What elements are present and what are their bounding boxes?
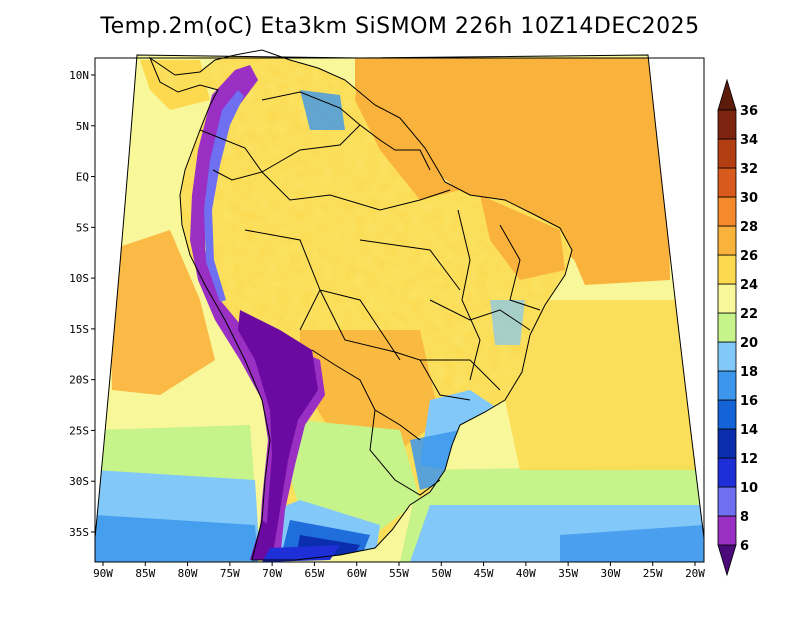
colorbar-segment — [718, 313, 736, 342]
latitude-axis: 10N 5N EQ 5S 10S 15S 20S 25S 30S 35S — [69, 69, 95, 539]
colorbar-label: 8 — [740, 510, 749, 525]
lat-tick-label: EQ — [76, 171, 89, 184]
lon-tick-label: 30W — [600, 567, 620, 580]
colorbar-label: 6 — [740, 539, 749, 554]
temperature-field — [90, 50, 710, 570]
lat-tick-label: 5S — [76, 221, 89, 234]
colorbar-label: 16 — [740, 394, 758, 409]
lon-tick-label: 90W — [93, 567, 113, 580]
lon-tick-label: 65W — [304, 567, 324, 580]
lat-tick-label: 25S — [69, 424, 89, 437]
colorbar-label: 20 — [740, 336, 758, 351]
colorbar-segment — [718, 400, 736, 429]
longitude-axis: 90W 85W 80W 75W 70W 65W 60W 55W 50W 45W 40W 35W 30W 2… — [93, 562, 705, 580]
colorbar-segment — [718, 255, 736, 284]
lon-tick-label: 40W — [516, 567, 536, 580]
lat-tick-label: 20S — [69, 374, 89, 387]
lon-tick-label: 85W — [135, 567, 155, 580]
colorbar-label: 30 — [740, 191, 758, 206]
colorbar-segment — [718, 342, 736, 371]
lon-tick-label: 25W — [643, 567, 663, 580]
land-highland-20 — [490, 300, 525, 345]
colorbar-label: 24 — [740, 278, 758, 293]
lon-tick-label: 80W — [178, 567, 198, 580]
colorbar-label: 18 — [740, 365, 758, 380]
colorbar-max-arrow — [718, 80, 736, 110]
colorbar-label: 28 — [740, 220, 758, 235]
colorbar-segment — [718, 168, 736, 197]
colorbar-label: 26 — [740, 249, 758, 264]
colorbar-label: 14 — [740, 423, 758, 438]
lat-tick-label: 5N — [76, 120, 89, 133]
colorbar-segment — [718, 429, 736, 458]
lat-tick-label: 30S — [69, 475, 89, 488]
lon-tick-label: 60W — [347, 567, 367, 580]
lat-tick-label: 10S — [69, 272, 89, 285]
lon-tick-label: 75W — [220, 567, 240, 580]
colorbar-label: 10 — [740, 481, 758, 496]
lat-tick-label: 35S — [69, 526, 89, 539]
colorbar-segment — [718, 284, 736, 313]
colorbar-label: 34 — [740, 133, 758, 148]
lat-tick-label: 15S — [69, 323, 89, 336]
colorbar-label: 32 — [740, 162, 758, 177]
lon-tick-label: 35W — [558, 567, 578, 580]
colorbar-segment — [718, 371, 736, 400]
colorbar-segment — [718, 110, 736, 139]
colorbar-segment — [718, 226, 736, 255]
colorbar-min-arrow — [718, 545, 736, 575]
lon-tick-label: 55W — [389, 567, 409, 580]
lon-tick-label: 45W — [474, 567, 494, 580]
colorbar-segment — [718, 139, 736, 168]
colorbar-segment — [718, 197, 736, 226]
lon-tick-label: 50W — [431, 567, 451, 580]
colorbar-label: 36 — [740, 104, 758, 119]
colorbar-segment — [718, 516, 736, 545]
lon-tick-label: 70W — [262, 567, 282, 580]
lat-tick-label: 10N — [69, 69, 89, 82]
colorbar-label: 12 — [740, 452, 758, 467]
colorbar-segment — [718, 487, 736, 516]
colorbar-label: 22 — [740, 307, 758, 322]
lon-tick-label: 20W — [685, 567, 705, 580]
colorbar-segment — [718, 458, 736, 487]
colorbar: 6 8 10 12 14 16 18 20 22 24 26 28 30 32 34 36 — [718, 80, 758, 575]
